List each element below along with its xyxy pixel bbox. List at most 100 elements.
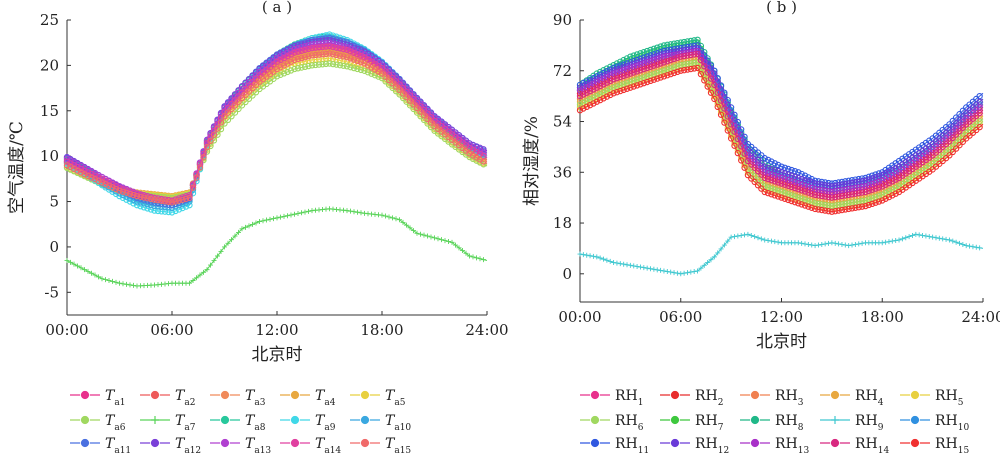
x-tick-label: 12:00 <box>255 321 298 339</box>
data-point <box>243 224 248 230</box>
data-point <box>389 84 396 92</box>
data-point <box>252 85 260 92</box>
data-point <box>133 192 141 200</box>
data-point <box>417 108 424 115</box>
data-point <box>252 89 260 96</box>
data-point <box>393 216 399 222</box>
data-point <box>63 158 71 165</box>
data-point <box>879 240 885 246</box>
series-line <box>66 36 488 209</box>
legend-item-Ta1: Ta1 <box>70 388 125 408</box>
data-point <box>674 68 681 76</box>
data-point <box>791 184 799 192</box>
series-line <box>66 208 488 287</box>
data-point <box>607 91 614 99</box>
x-axis-label: 北京时 <box>756 332 807 352</box>
series-Ta14 <box>63 43 488 204</box>
data-point <box>849 242 855 248</box>
data-point <box>306 208 311 214</box>
data-point <box>832 208 839 215</box>
data-point <box>603 93 611 100</box>
data-point <box>158 208 165 215</box>
legend-marker <box>670 438 680 448</box>
data-point <box>315 40 323 47</box>
legend-label: RH7 <box>695 413 724 433</box>
data-point <box>597 255 603 261</box>
data-point <box>480 146 487 153</box>
data-point <box>480 149 487 156</box>
y-tick-label: 5 <box>49 193 59 211</box>
data-point <box>946 138 953 145</box>
data-point <box>627 70 634 77</box>
data-point <box>407 225 413 231</box>
data-point <box>406 97 414 104</box>
data-point <box>825 208 832 215</box>
data-point <box>446 238 451 244</box>
y-tick-label: -5 <box>44 283 59 301</box>
data-point <box>274 215 280 221</box>
data-point <box>168 199 176 206</box>
x-tick-label: 12:00 <box>760 308 803 326</box>
data-point <box>889 192 896 199</box>
legend-item-Ta7: Ta7 <box>140 413 196 433</box>
data-point <box>193 174 200 181</box>
data-point <box>680 52 688 60</box>
data-point <box>235 89 242 96</box>
data-point <box>600 81 607 88</box>
data-point <box>892 176 899 183</box>
data-point <box>960 241 966 247</box>
data-point <box>333 44 340 51</box>
data-point <box>463 250 469 256</box>
data-point <box>224 101 232 108</box>
legend-item-RH10: RH10 <box>900 413 969 433</box>
data-point <box>764 175 772 183</box>
data-point <box>761 188 768 196</box>
data-point <box>182 195 190 202</box>
legend-marker <box>290 415 300 425</box>
data-point <box>604 257 610 263</box>
data-point <box>200 154 207 161</box>
data-point <box>280 62 288 69</box>
data-point <box>449 239 455 245</box>
data-point <box>973 244 979 250</box>
data-point <box>231 102 239 109</box>
data-point <box>308 52 316 59</box>
data-point <box>855 204 862 211</box>
data-point <box>658 267 664 273</box>
data-point <box>576 107 584 114</box>
data-point <box>691 269 697 275</box>
data-point <box>273 58 281 65</box>
series-Ta7 <box>64 206 488 289</box>
legend-label: Ta4 <box>315 388 336 408</box>
data-point <box>312 51 319 59</box>
data-point <box>735 233 741 239</box>
legend-b: RH1 RH2 RH3 RH4 RH5 RH6 RH7 RH8 RH9 RH10 RH11 RH12 R… <box>580 388 969 456</box>
data-point <box>336 45 344 52</box>
data-point <box>312 44 319 51</box>
data-point <box>654 61 661 68</box>
data-point <box>680 67 688 74</box>
data-point <box>333 61 340 68</box>
data-point <box>235 102 242 109</box>
data-point <box>179 196 186 203</box>
data-point <box>319 43 326 51</box>
data-point <box>396 91 403 98</box>
data-point <box>768 177 775 184</box>
data-point <box>222 244 227 250</box>
data-point <box>102 180 109 188</box>
data-point <box>277 64 284 71</box>
data-point <box>940 236 946 242</box>
data-point <box>112 185 120 193</box>
data-point <box>708 257 714 263</box>
legend-marker <box>590 390 600 400</box>
data-point <box>140 194 148 201</box>
data-point <box>630 83 637 90</box>
data-point <box>613 89 621 96</box>
data-point <box>277 71 284 78</box>
data-point <box>460 248 465 254</box>
data-point <box>228 97 235 104</box>
series-RH15 <box>576 64 984 215</box>
legend-item-RH3: RH3 <box>740 388 804 408</box>
data-point <box>597 82 604 90</box>
data-point <box>88 174 95 181</box>
